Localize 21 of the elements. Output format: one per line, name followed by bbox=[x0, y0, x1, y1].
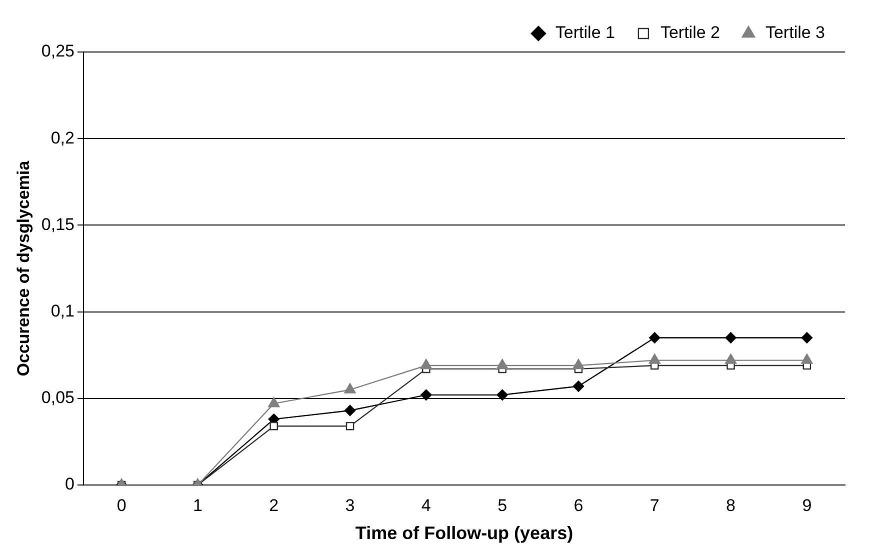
x-tick-label: 8 bbox=[726, 496, 736, 515]
x-tick-label: 2 bbox=[269, 496, 279, 515]
x-tick-label: 5 bbox=[498, 496, 508, 515]
x-tick-label: 4 bbox=[421, 496, 431, 515]
y-tick-label: 0,1 bbox=[50, 301, 74, 320]
x-tick-label: 7 bbox=[650, 496, 660, 515]
x-axis-title: Time of Follow-up (years) bbox=[355, 523, 574, 544]
x-tick-label: 9 bbox=[802, 496, 812, 515]
x-tick-label: 6 bbox=[574, 496, 584, 515]
legend-label: Tertile 2 bbox=[660, 23, 720, 42]
x-tick-label: 0 bbox=[116, 496, 126, 515]
y-tick-label: 0,25 bbox=[41, 42, 74, 61]
y-tick-label: 0 bbox=[65, 474, 74, 494]
y-tick-label: 0,15 bbox=[41, 214, 74, 234]
legend-label: Tertile 1 bbox=[555, 23, 615, 42]
y-tick-label: 0,2 bbox=[50, 128, 74, 148]
legend-label: Tertile 3 bbox=[765, 23, 826, 42]
x-tick-label: 1 bbox=[192, 496, 202, 515]
y-tick-label: 0,05 bbox=[41, 388, 74, 408]
y-axis-title: Occurence of dysglycemia bbox=[14, 160, 33, 376]
x-tick-label: 3 bbox=[345, 496, 355, 515]
